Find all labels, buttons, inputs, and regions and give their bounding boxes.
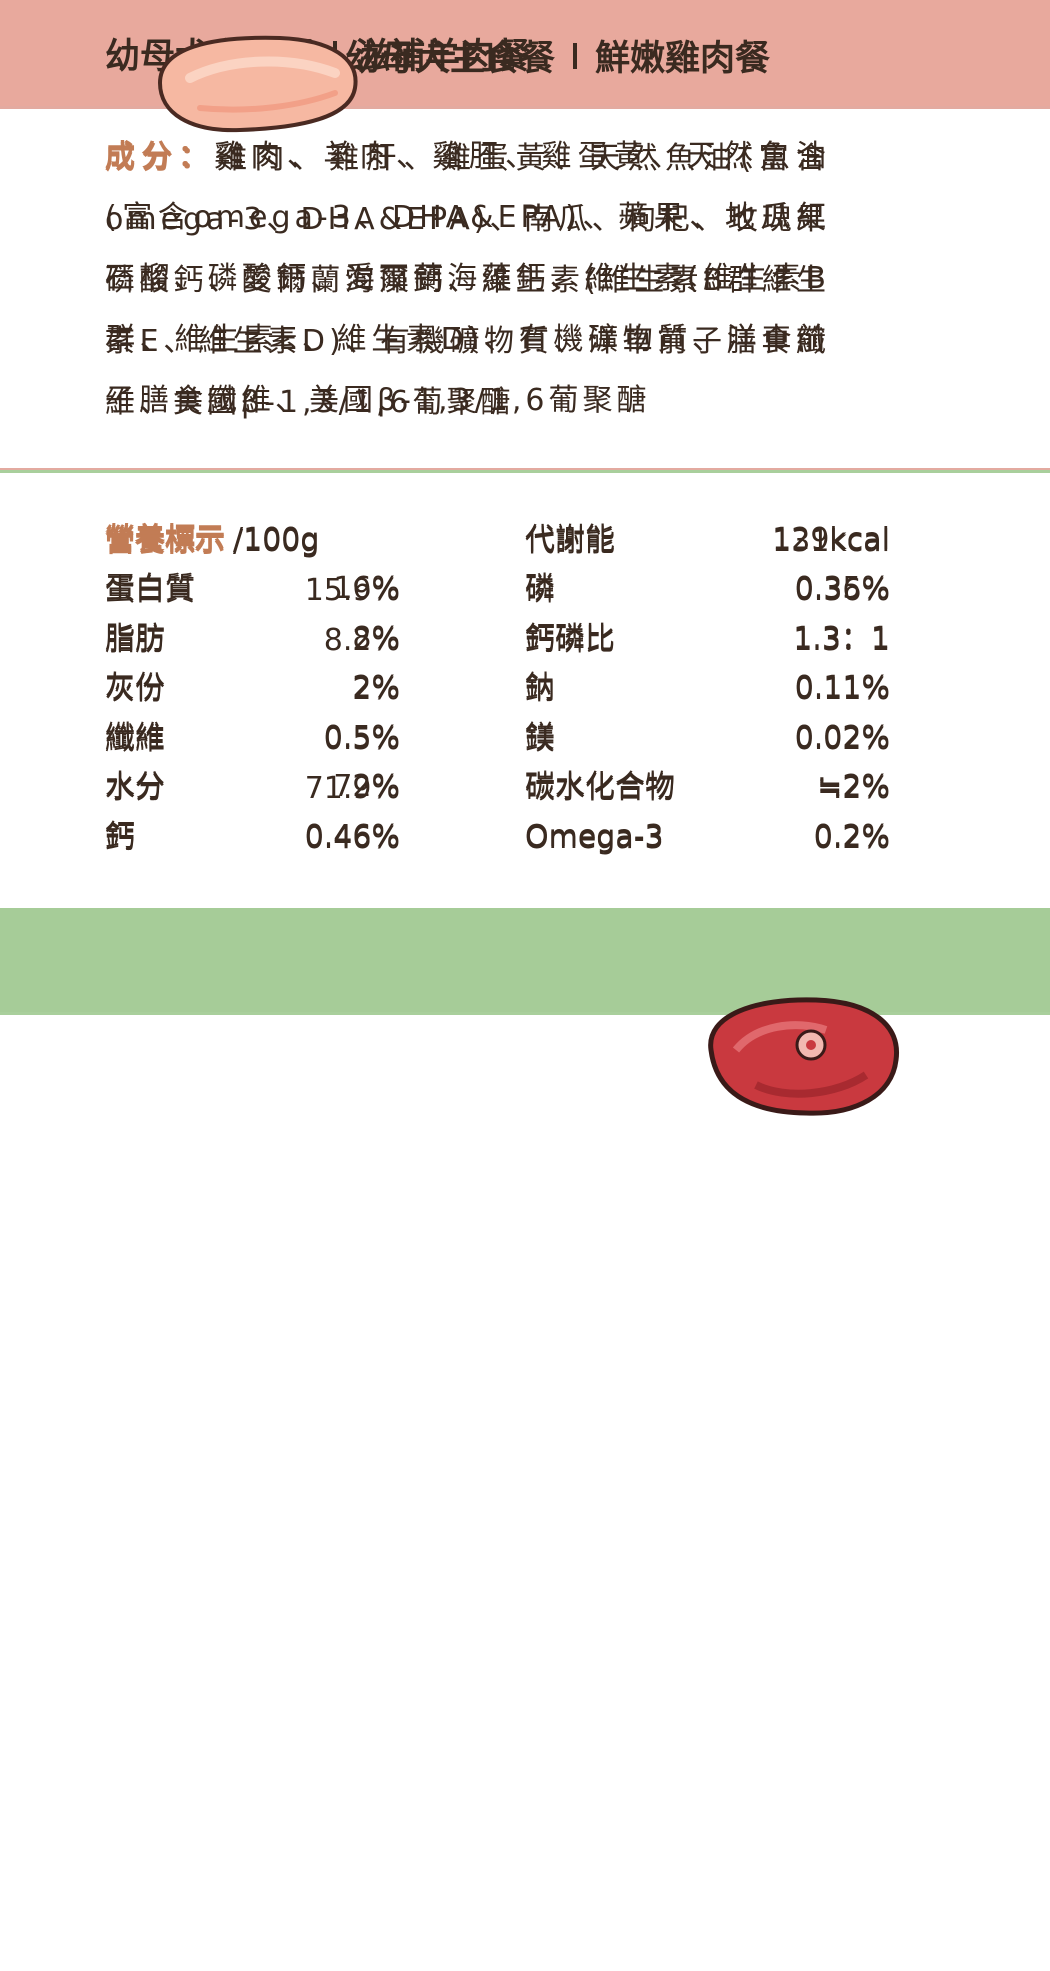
nutrient-name: 纖維: [105, 722, 165, 757]
divider: [0, 468, 1050, 471]
nutrition-header: 營養標示/100g: [105, 520, 319, 560]
separator: [573, 42, 578, 69]
nutrient-name: 鈣: [105, 819, 135, 854]
nutrient-name: 代謝能: [525, 522, 615, 557]
nutrient-value: 0.11%: [794, 672, 890, 707]
nutrient-value: 8.2%: [323, 623, 400, 658]
nutrient-name: 碳水化合物: [525, 771, 675, 806]
nutrient-value: 0.2%: [813, 821, 890, 856]
nutrient-value: 2%: [352, 672, 400, 707]
nutrient-name: 脂肪: [105, 621, 165, 656]
nutrient-value: 0.02%: [794, 722, 890, 757]
divider: [0, 470, 1050, 473]
nutrient-name: 灰份: [105, 672, 165, 707]
nutrient-name: 鈣磷比: [525, 623, 615, 658]
nutrient-value: 131kcal: [772, 524, 890, 559]
nutrient-name: 蛋白質: [105, 571, 195, 606]
nutrient-name: 代謝能: [525, 524, 615, 559]
nutrient-name: 鈣: [105, 821, 135, 856]
chicken-image: [157, 35, 358, 133]
nutrient-name: 鈣磷比: [525, 621, 615, 656]
card: 幼母犬主食餐 鮮嫩雞肉餐成分：雞肉、雞肝、雞蛋黃、天然魚油(富含omega-3、D…: [0, 0, 1050, 908]
card: 幼母犬主食餐滋補羊肉餐成分：雞肉、羊肉、雞肝、雞蛋黃、天然魚油(富含omega-…: [0, 37, 1050, 1813]
card-header: [0, 908, 1050, 1015]
nutrient-name: 鎂: [525, 720, 555, 755]
nutrient-value: ≒2%: [817, 769, 890, 804]
nutrient-value: ≒2%: [817, 771, 890, 806]
nutrition-header: 營養標示/100g: [105, 522, 319, 562]
nutrient-value: 0.2%: [813, 819, 890, 854]
nutrient-value: 15.9%: [304, 573, 400, 608]
nutrient-value: 0.35%: [794, 571, 890, 606]
nutrient-name: 脂肪: [105, 623, 165, 658]
nutrient-value: 71.9%: [304, 771, 400, 806]
nutrient-value: 129kcal: [772, 522, 890, 557]
nutrient-value: 1.3：1: [793, 623, 890, 658]
nutrient-name: 蛋白質: [105, 573, 195, 608]
nutrient-value: 8%: [352, 621, 400, 656]
nutrition-unit: /100g: [233, 524, 320, 559]
nutrition-unit: /100g: [233, 522, 320, 557]
title-main: 幼母犬主食餐: [345, 39, 556, 79]
nutrient-value: 0.46%: [304, 821, 400, 856]
nutrient-value: 0.5%: [323, 722, 400, 757]
nutrient-value: 0.46%: [304, 819, 400, 854]
nutrient-value: 0.02%: [794, 720, 890, 755]
nutrient-name: 纖維: [105, 720, 165, 755]
nutrient-name: 磷: [525, 571, 555, 606]
nutrient-value: 16%: [333, 571, 400, 606]
nutrient-value: 0.11%: [794, 670, 890, 705]
ingredients-text: 雞肉、雞肝、雞蛋黃、天然魚油(富含omega-3、DHA&EPA)、南瓜、枸杞、…: [105, 141, 830, 420]
nutrient-name: Omega-3: [525, 819, 664, 854]
nutrition-label: 營養標示: [105, 522, 225, 557]
title-sub: 滋補羊肉餐: [355, 37, 531, 77]
ingredients-text: 雞肉、羊肉、雞肝、雞蛋黃、天然魚油(富含omega-3、DHA&EPA)、蘋果、…: [105, 139, 831, 418]
nutrient-name: 磷: [525, 573, 555, 608]
nutrient-name: 碳水化合物: [525, 769, 675, 804]
card-title: 幼母犬主食餐 鮮嫩雞肉餐: [345, 30, 770, 81]
meat-image: [708, 997, 900, 1116]
ingredients: 成分：雞肉、雞肝、雞蛋黃、天然魚油(富含omega-3、DHA&EPA)、南瓜、…: [105, 128, 830, 433]
nutrient-value: 1.3：1: [793, 621, 890, 656]
ingredients-label: 成分：: [105, 139, 215, 174]
nutrient-name: Omega-3: [525, 821, 664, 856]
nutrition-label: 營養標示: [105, 524, 225, 559]
nutrient-name: 水分: [105, 769, 165, 804]
title-sub: 鮮嫩雞肉餐: [595, 39, 771, 79]
nutrient-value: 72%: [333, 769, 400, 804]
ingredients: 成分：雞肉、羊肉、雞肝、雞蛋黃、天然魚油(富含omega-3、DHA&EPA)、…: [105, 126, 830, 431]
nutrient-name: 灰份: [105, 670, 165, 705]
ingredients-label: 成分：: [105, 141, 217, 176]
nutrient-value: 0.36%: [794, 573, 890, 608]
nutrient-name: 鈉: [525, 670, 555, 705]
nutrient-value: 0.5%: [323, 720, 400, 755]
nutrient-value: 2%: [352, 670, 400, 705]
nutrient-name: 水分: [105, 771, 165, 806]
nutrient-name: 鈉: [525, 672, 555, 707]
nutrient-name: 鎂: [525, 722, 555, 757]
